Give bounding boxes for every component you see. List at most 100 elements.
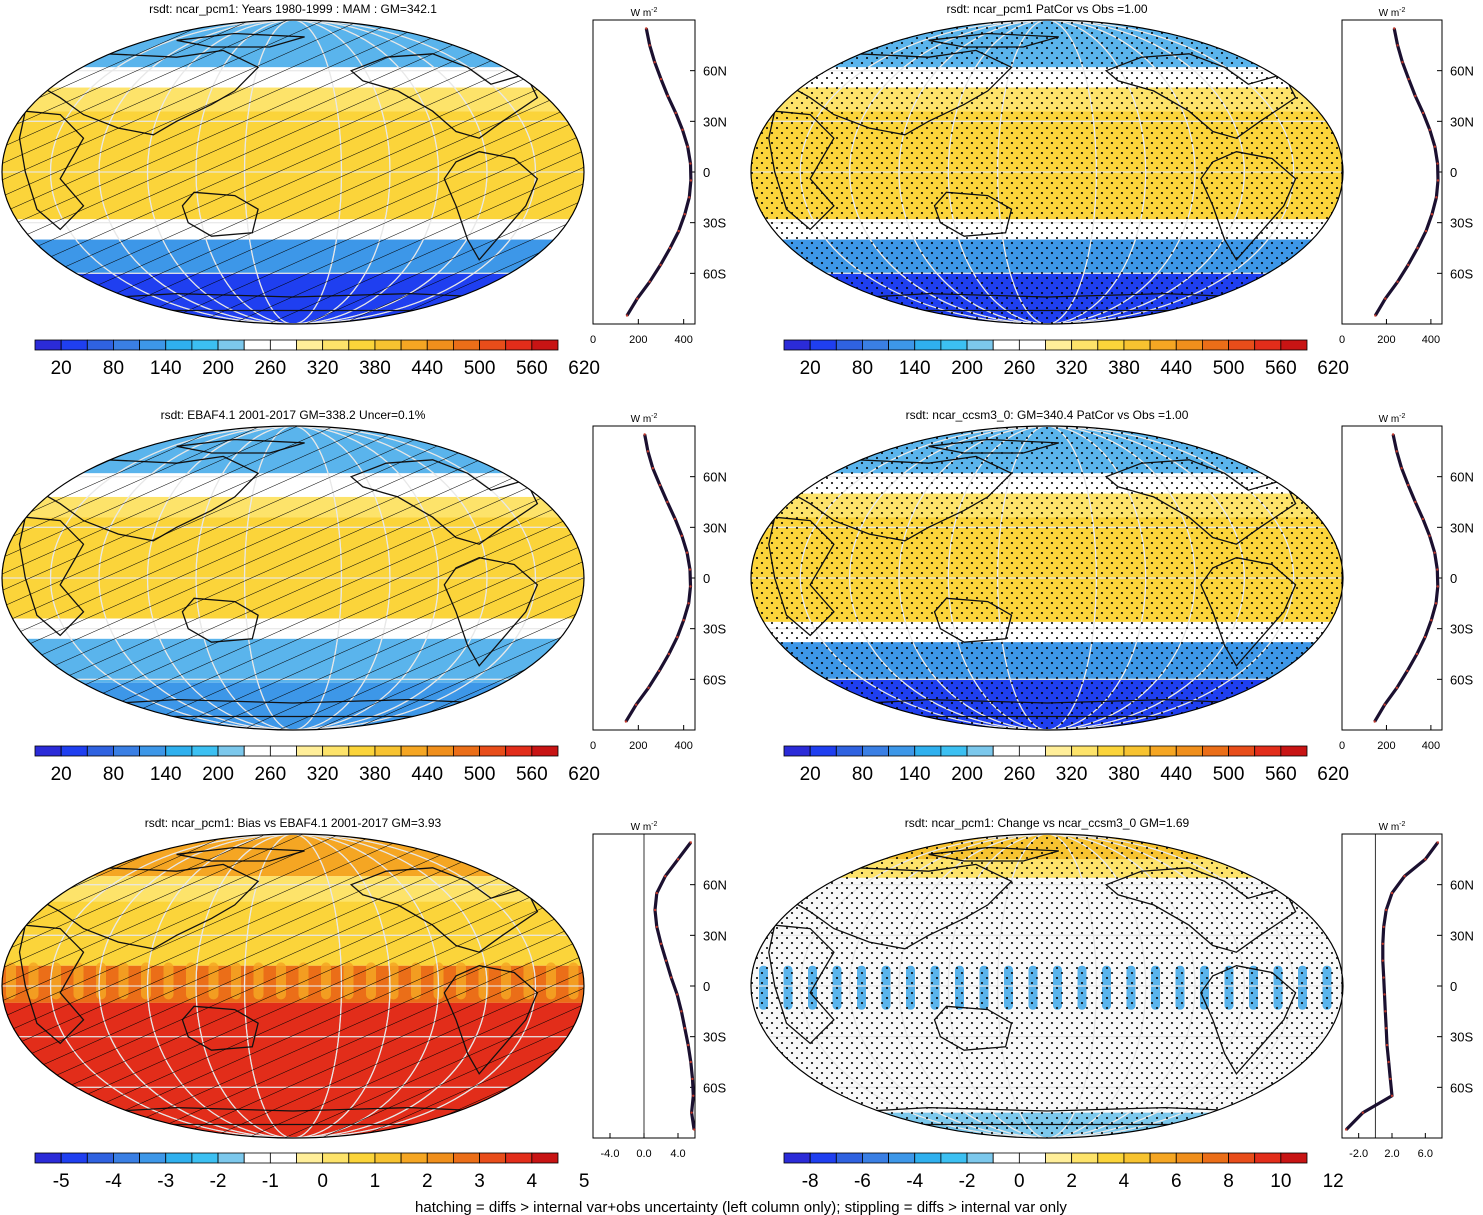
profile-unit-label: W m-2 (631, 821, 658, 833)
profile-frame (1341, 425, 1443, 731)
profile-line (1373, 434, 1440, 723)
profile-point (1435, 196, 1438, 199)
profile-unit-exp: -2 (651, 821, 657, 828)
colorbar-swatch (400, 745, 428, 757)
colorbar-swatch (1045, 745, 1073, 757)
profile-point (664, 959, 668, 962)
colorbar-swatch (296, 745, 324, 757)
colorbar-swatch (34, 339, 62, 351)
colorbar-swatch (165, 745, 193, 757)
profile-lat-label: 60N (1450, 470, 1474, 485)
profile-point (1361, 1111, 1365, 1114)
colorbar-swatch (1254, 1152, 1282, 1164)
profile-point (1382, 976, 1385, 979)
colorbar-tick-label: 620 (568, 358, 600, 379)
profile-point (689, 841, 692, 844)
profile-lat-label: 30S (1450, 622, 1473, 637)
zonal-profile: W m-2 60N 30N 0 30S 60S 0 200 400 (1339, 7, 1474, 346)
profile-point (1403, 875, 1406, 878)
profile-point (1406, 669, 1409, 673)
profile-point (667, 652, 671, 656)
colorbar-tick-label: 260 (254, 764, 286, 785)
colorbar-swatch (60, 339, 88, 351)
profile-lat-label: 30N (1450, 928, 1474, 943)
profile-point (1436, 179, 1440, 182)
profile-point (1414, 94, 1417, 98)
colorbar-swatch (862, 745, 890, 757)
colorbar-swatch (835, 745, 863, 757)
zonal-profile: W m-2 60N 30N 0 30S 60S 0 200 400 (1339, 413, 1474, 752)
colorbar-swatch (1149, 745, 1177, 757)
colorbar-tick-label: 20 (51, 358, 72, 379)
colorbar-tick-label: 320 (307, 764, 339, 785)
profile-point (624, 720, 628, 723)
colorbar-tick-label: -2 (210, 1171, 227, 1192)
colorbar-tick-label: 500 (1213, 358, 1245, 379)
profile-point (689, 162, 692, 165)
colorbar-tick-label: 440 (1160, 358, 1192, 379)
colorbar-tick-label: 20 (51, 764, 72, 785)
colorbar-swatch (452, 339, 480, 351)
profile-point (643, 433, 646, 436)
colorbar-tick-label: 500 (1213, 764, 1245, 785)
profile-line (625, 28, 693, 317)
profile-lat-label: 60N (703, 878, 727, 893)
colorbar-swatch (165, 1152, 193, 1164)
figure-footnote: hatching = diffs > internal var+obs unce… (415, 1199, 1067, 1215)
profile-unit-base: W m (1379, 8, 1400, 19)
map-outline (750, 425, 1344, 731)
profile-point (673, 517, 677, 521)
colorbar-swatch (1228, 745, 1256, 757)
profile-lat-label: 30N (1450, 114, 1474, 129)
colorbar-tick-label: 80 (103, 764, 124, 785)
profile-point (648, 280, 651, 283)
colorbar-tick-label: 440 (411, 764, 443, 785)
profile-point (689, 585, 692, 588)
profile-point (655, 925, 658, 929)
colorbar-tick-label: 320 (307, 358, 339, 379)
colorbar-tick-label: 80 (852, 358, 873, 379)
profile-point (1391, 433, 1395, 436)
profile-point (1385, 1043, 1389, 1047)
panel-top-right: rsdt: ncar_pcm1 PatCor vs Obs =1.00 20 80 1… (750, 2, 1474, 379)
colorbar-tick-label: 80 (103, 358, 124, 379)
profile-point (1382, 925, 1385, 929)
colorbar-swatch (1175, 745, 1203, 757)
panel-title: rsdt: ncar_pcm1 PatCor vs Obs =1.00 (946, 2, 1147, 16)
colorbar-swatch (1123, 339, 1151, 351)
panel-title: rsdt: ncar_pcm1: Years 1980-1999 : MAM :… (149, 2, 437, 16)
colorbar-swatch (531, 745, 559, 757)
profile-point (1390, 1094, 1394, 1097)
zonal-profile: W m-2 60N 30N 0 30S 60S -4.0 0.0 4.0 (592, 821, 727, 1160)
profile-x-label: 200 (1377, 740, 1395, 752)
profile-x-label: 400 (1422, 740, 1440, 752)
profile-point (651, 467, 655, 470)
profile-point (1389, 1077, 1392, 1081)
colorbar-swatch (966, 745, 994, 757)
profile-point (653, 908, 657, 912)
colorbar-swatch (1202, 339, 1229, 351)
colorbar-swatch (426, 339, 454, 351)
panels-layer: rsdt: ncar_pcm1: Years 1980-1999 : MAM :… (1, 2, 1474, 1192)
colorbar-tick-label: 500 (464, 358, 496, 379)
profile-point (1436, 568, 1439, 571)
colorbar-tick-label: 140 (150, 358, 182, 379)
profile-point (676, 858, 680, 861)
colorbar-swatch (139, 339, 167, 351)
map-body (2, 834, 584, 1138)
profile-x-label: 0 (590, 334, 596, 346)
colorbar-tick-label: 620 (1317, 764, 1349, 785)
profile-point (1387, 1060, 1390, 1064)
profile-point (1428, 534, 1431, 537)
colorbar-swatch (1175, 1152, 1203, 1164)
colorbar-swatch (1202, 1152, 1229, 1164)
profile-lat-label: 60N (703, 64, 727, 79)
colorbar-tick-label: 20 (800, 358, 821, 379)
colorbar-swatch (374, 745, 402, 757)
profile-x-label: -2.0 (1349, 1148, 1368, 1160)
colorbar-tick-label: 140 (899, 358, 931, 379)
colorbar-tick-label: 20 (800, 764, 821, 785)
colorbar-tick-label: 200 (951, 764, 983, 785)
profile-lat-label: 30N (1450, 520, 1474, 535)
colorbar-swatch (452, 745, 480, 757)
